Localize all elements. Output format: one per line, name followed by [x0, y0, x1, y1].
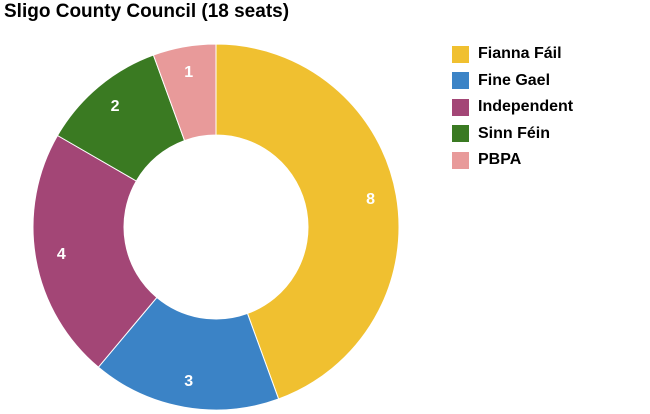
chart-legend: Fianna Fáil Fine Gael Independent Sinn Féin… [452, 41, 573, 174]
legend-item-pbpa: PBPA [452, 147, 573, 174]
slice-value-pbpa: 1 [184, 64, 193, 81]
slice-value-sinn-fein: 2 [111, 98, 120, 115]
legend-swatch [452, 125, 469, 143]
legend-item-fianna-fail: Fianna Fáil [452, 41, 573, 68]
legend-swatch [452, 72, 469, 90]
legend-label: Fine Gael [478, 71, 551, 89]
legend-swatch [452, 151, 469, 169]
donut-slices [32, 43, 400, 411]
donut-value-labels: 8 3 4 2 1 [57, 64, 375, 390]
legend-label: PBPA [478, 151, 522, 169]
legend-swatch [452, 98, 469, 116]
slice-value-fianna-fail: 8 [366, 191, 375, 208]
legend-item-independent: Independent [452, 94, 573, 121]
legend-item-sinn-fein: Sinn Féin [452, 121, 573, 148]
legend-item-fine-gael: Fine Gael [452, 68, 573, 95]
legend-label: Fianna Fáil [478, 45, 562, 63]
slice-independent [32, 134, 158, 368]
legend-label: Independent [478, 98, 574, 116]
chart-title: Sligo County Council (18 seats) [4, 1, 290, 22]
slice-value-fine-gael: 3 [184, 373, 193, 390]
slice-fianna-fail [215, 43, 400, 400]
legend-swatch [452, 45, 469, 63]
slice-pbpa [152, 43, 217, 142]
legend-label: Sinn Féin [478, 124, 550, 142]
slice-value-independent: 4 [57, 246, 66, 263]
